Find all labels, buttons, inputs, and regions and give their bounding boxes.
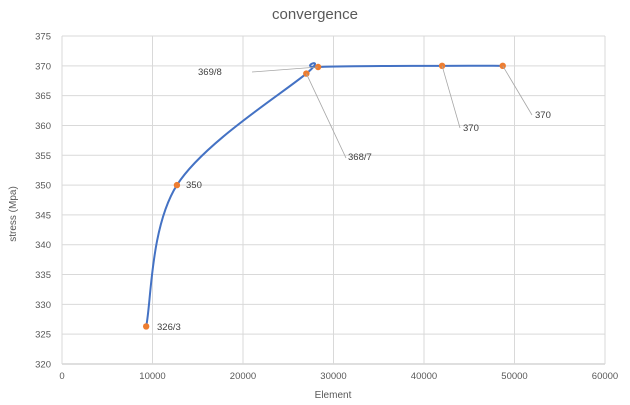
data-point: [142, 323, 150, 330]
x-tick-label: 50000: [501, 371, 527, 382]
label-leader-line: [441, 65, 461, 129]
label-leader-line: [251, 66, 319, 73]
y-tick-label: 350: [35, 181, 51, 192]
data-labels: 326/3 350 368/7 369/8 370 370: [157, 65, 551, 333]
x-tick-label: 20000: [230, 371, 256, 382]
label-leader-line: [305, 73, 347, 159]
data-point: [438, 62, 446, 70]
data-point: [303, 70, 310, 77]
chart-title: convergence: [272, 6, 358, 23]
x-axis-label: Element: [315, 390, 352, 401]
tick-labels: 320 325 330 335 340 345 350 355 360 365 370 375 0 100…: [35, 32, 618, 383]
y-tick-label: 370: [35, 61, 51, 72]
series-line: [145, 62, 503, 327]
data-label: 370: [463, 123, 479, 134]
y-tick-label: 330: [35, 300, 51, 311]
x-tick-label: 10000: [139, 371, 165, 382]
y-tick-label: 335: [35, 270, 51, 281]
series-layer: [142, 62, 506, 330]
y-tick-label: 320: [35, 360, 51, 371]
y-tick-label: 355: [35, 151, 51, 162]
data-point: [173, 181, 181, 189]
x-tick-label: 40000: [411, 371, 437, 382]
x-tick-label: 0: [59, 371, 64, 382]
gridlines: [61, 35, 606, 365]
y-axis-label: stress (Mpa): [8, 186, 19, 242]
data-label: 369/8: [198, 67, 222, 78]
data-label: 326/3: [157, 322, 181, 333]
data-label: 350: [186, 180, 202, 191]
y-tick-label: 325: [35, 330, 51, 341]
y-tick-label: 375: [35, 32, 51, 43]
label-leader-line: [502, 65, 533, 116]
x-tick-label: 60000: [592, 371, 618, 382]
data-label: 368/7: [348, 152, 372, 163]
y-tick-label: 365: [35, 91, 51, 102]
data-label: 370: [535, 110, 551, 121]
y-tick-label: 360: [35, 121, 51, 132]
x-tick-label: 30000: [320, 371, 346, 382]
y-tick-label: 340: [35, 240, 51, 251]
y-tick-label: 345: [35, 210, 51, 221]
